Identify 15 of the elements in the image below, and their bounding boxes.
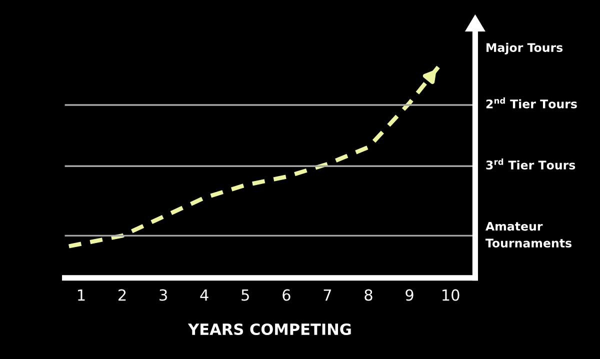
x-tick-label: 8 bbox=[364, 289, 372, 301]
ref-line-label: 3$^{rd}$ Tier Tours bbox=[486, 158, 576, 170]
x-tick-label: 4 bbox=[200, 289, 208, 301]
x-tick-label: 3 bbox=[160, 289, 167, 301]
x-tick-label: 2 bbox=[118, 289, 126, 301]
x-tick-label: 6 bbox=[282, 289, 290, 301]
x-tick-label: 9 bbox=[406, 289, 414, 301]
ref-line-label: 2$^{nd}$ Tier Tours bbox=[486, 97, 577, 108]
x-tick-label: 5 bbox=[242, 289, 249, 301]
x-tick-label: 10 bbox=[442, 289, 460, 301]
x-tick-label: 1 bbox=[78, 289, 85, 301]
x-axis-title: YEARS COMPETING bbox=[188, 323, 351, 336]
ref-line-label: Amateur Tournaments bbox=[486, 222, 572, 248]
text: Major Tours bbox=[486, 42, 563, 54]
x-tick-label: 7 bbox=[324, 289, 332, 301]
